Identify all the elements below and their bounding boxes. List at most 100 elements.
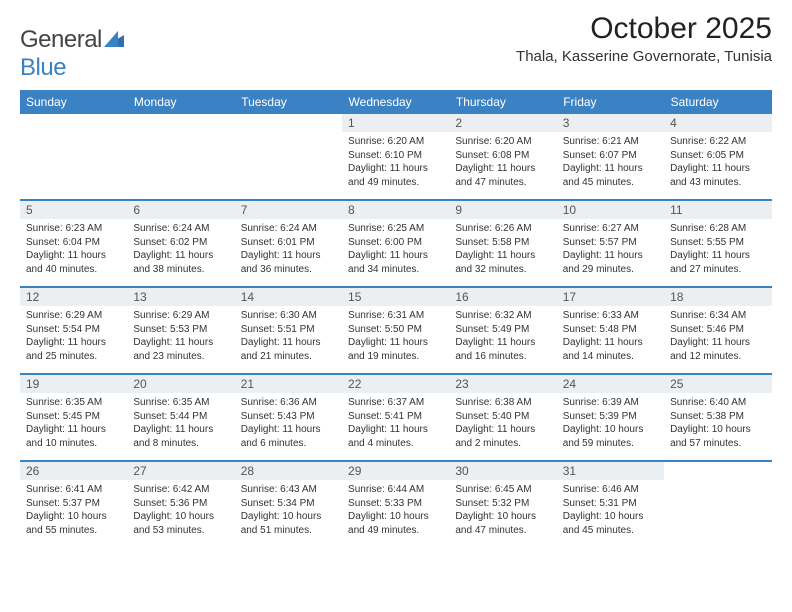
day-number: 4 (664, 114, 771, 132)
day-cell-13: 13Sunrise: 6:29 AMSunset: 5:53 PMDayligh… (127, 287, 234, 374)
daylight-line: Daylight: 10 hours and 51 minutes. (241, 510, 336, 537)
daylight-line: Daylight: 10 hours and 49 minutes. (348, 510, 443, 537)
day-data: Sunrise: 6:20 AMSunset: 6:08 PMDaylight:… (449, 132, 556, 199)
daylight-line: Daylight: 11 hours and 12 minutes. (670, 336, 765, 363)
day-cell-11: 11Sunrise: 6:28 AMSunset: 5:55 PMDayligh… (664, 200, 771, 287)
sunset-line: Sunset: 5:43 PM (241, 410, 336, 424)
day-cell-25: 25Sunrise: 6:40 AMSunset: 5:38 PMDayligh… (664, 374, 771, 461)
col-header-sunday: Sunday (20, 90, 127, 114)
day-data: Sunrise: 6:22 AMSunset: 6:05 PMDaylight:… (664, 132, 771, 199)
sunset-line: Sunset: 5:41 PM (348, 410, 443, 424)
day-number: 21 (235, 375, 342, 393)
day-cell-4: 4Sunrise: 6:22 AMSunset: 6:05 PMDaylight… (664, 114, 771, 200)
day-cell-10: 10Sunrise: 6:27 AMSunset: 5:57 PMDayligh… (557, 200, 664, 287)
day-cell-27: 27Sunrise: 6:42 AMSunset: 5:36 PMDayligh… (127, 461, 234, 547)
day-data: Sunrise: 6:21 AMSunset: 6:07 PMDaylight:… (557, 132, 664, 199)
day-number: 17 (557, 288, 664, 306)
sunrise-line: Sunrise: 6:23 AM (26, 222, 121, 236)
sunset-line: Sunset: 5:57 PM (563, 236, 658, 250)
sunrise-line: Sunrise: 6:24 AM (241, 222, 336, 236)
day-number: 5 (20, 201, 127, 219)
sunrise-line: Sunrise: 6:30 AM (241, 309, 336, 323)
day-cell-12: 12Sunrise: 6:29 AMSunset: 5:54 PMDayligh… (20, 287, 127, 374)
sunrise-line: Sunrise: 6:41 AM (26, 483, 121, 497)
logo-word1: General (20, 26, 102, 53)
sunrise-line: Sunrise: 6:31 AM (348, 309, 443, 323)
sunset-line: Sunset: 5:40 PM (455, 410, 550, 424)
day-number: 6 (127, 201, 234, 219)
day-number: 7 (235, 201, 342, 219)
day-data: Sunrise: 6:26 AMSunset: 5:58 PMDaylight:… (449, 219, 556, 286)
day-data: Sunrise: 6:41 AMSunset: 5:37 PMDaylight:… (20, 480, 127, 547)
col-header-tuesday: Tuesday (235, 90, 342, 114)
day-data: Sunrise: 6:44 AMSunset: 5:33 PMDaylight:… (342, 480, 449, 547)
daylight-line: Daylight: 11 hours and 21 minutes. (241, 336, 336, 363)
day-data: Sunrise: 6:46 AMSunset: 5:31 PMDaylight:… (557, 480, 664, 547)
day-cell-7: 7Sunrise: 6:24 AMSunset: 6:01 PMDaylight… (235, 200, 342, 287)
day-cell-8: 8Sunrise: 6:25 AMSunset: 6:00 PMDaylight… (342, 200, 449, 287)
day-number: 13 (127, 288, 234, 306)
day-data: Sunrise: 6:35 AMSunset: 5:45 PMDaylight:… (20, 393, 127, 460)
daylight-line: Daylight: 11 hours and 10 minutes. (26, 423, 121, 450)
day-data: Sunrise: 6:27 AMSunset: 5:57 PMDaylight:… (557, 219, 664, 286)
day-number: 26 (20, 462, 127, 480)
day-cell-16: 16Sunrise: 6:32 AMSunset: 5:49 PMDayligh… (449, 287, 556, 374)
day-cell-23: 23Sunrise: 6:38 AMSunset: 5:40 PMDayligh… (449, 374, 556, 461)
col-header-monday: Monday (127, 90, 234, 114)
day-data: Sunrise: 6:25 AMSunset: 6:00 PMDaylight:… (342, 219, 449, 286)
daylight-line: Daylight: 11 hours and 8 minutes. (133, 423, 228, 450)
daylight-line: Daylight: 11 hours and 32 minutes. (455, 249, 550, 276)
sunset-line: Sunset: 5:53 PM (133, 323, 228, 337)
day-data: Sunrise: 6:36 AMSunset: 5:43 PMDaylight:… (235, 393, 342, 460)
day-data: Sunrise: 6:24 AMSunset: 6:02 PMDaylight:… (127, 219, 234, 286)
sunset-line: Sunset: 5:38 PM (670, 410, 765, 424)
day-number: 8 (342, 201, 449, 219)
sunset-line: Sunset: 5:58 PM (455, 236, 550, 250)
sunrise-line: Sunrise: 6:26 AM (455, 222, 550, 236)
sunset-line: Sunset: 5:48 PM (563, 323, 658, 337)
daylight-line: Daylight: 11 hours and 36 minutes. (241, 249, 336, 276)
logo-word2: Blue (20, 54, 66, 81)
day-cell-21: 21Sunrise: 6:36 AMSunset: 5:43 PMDayligh… (235, 374, 342, 461)
calendar-table: SundayMondayTuesdayWednesdayThursdayFrid… (20, 90, 772, 547)
sunset-line: Sunset: 5:51 PM (241, 323, 336, 337)
sunrise-line: Sunrise: 6:42 AM (133, 483, 228, 497)
daylight-line: Daylight: 11 hours and 38 minutes. (133, 249, 228, 276)
sunset-line: Sunset: 5:49 PM (455, 323, 550, 337)
page-title: October 2025 (516, 12, 772, 46)
day-cell-1: 1Sunrise: 6:20 AMSunset: 6:10 PMDaylight… (342, 114, 449, 200)
empty-cell (20, 114, 127, 200)
day-data: Sunrise: 6:43 AMSunset: 5:34 PMDaylight:… (235, 480, 342, 547)
col-header-friday: Friday (557, 90, 664, 114)
sunset-line: Sunset: 6:10 PM (348, 149, 443, 163)
day-number: 2 (449, 114, 556, 132)
day-number: 24 (557, 375, 664, 393)
day-number: 3 (557, 114, 664, 132)
day-cell-30: 30Sunrise: 6:45 AMSunset: 5:32 PMDayligh… (449, 461, 556, 547)
sunset-line: Sunset: 5:31 PM (563, 497, 658, 511)
week-row: 12Sunrise: 6:29 AMSunset: 5:54 PMDayligh… (20, 287, 772, 374)
day-number: 31 (557, 462, 664, 480)
daylight-line: Daylight: 11 hours and 49 minutes. (348, 162, 443, 189)
daylight-line: Daylight: 11 hours and 14 minutes. (563, 336, 658, 363)
day-number: 20 (127, 375, 234, 393)
day-number: 29 (342, 462, 449, 480)
sunrise-line: Sunrise: 6:40 AM (670, 396, 765, 410)
sunrise-line: Sunrise: 6:22 AM (670, 135, 765, 149)
sunset-line: Sunset: 5:36 PM (133, 497, 228, 511)
logo-mark-icon (104, 26, 124, 54)
day-number: 16 (449, 288, 556, 306)
col-header-saturday: Saturday (664, 90, 771, 114)
day-cell-15: 15Sunrise: 6:31 AMSunset: 5:50 PMDayligh… (342, 287, 449, 374)
logo-text: GeneralBlue (20, 26, 124, 82)
sunset-line: Sunset: 5:34 PM (241, 497, 336, 511)
day-data: Sunrise: 6:40 AMSunset: 5:38 PMDaylight:… (664, 393, 771, 460)
daylight-line: Daylight: 11 hours and 40 minutes. (26, 249, 121, 276)
sunrise-line: Sunrise: 6:46 AM (563, 483, 658, 497)
day-cell-18: 18Sunrise: 6:34 AMSunset: 5:46 PMDayligh… (664, 287, 771, 374)
sunrise-line: Sunrise: 6:39 AM (563, 396, 658, 410)
day-cell-26: 26Sunrise: 6:41 AMSunset: 5:37 PMDayligh… (20, 461, 127, 547)
day-number: 14 (235, 288, 342, 306)
sunrise-line: Sunrise: 6:34 AM (670, 309, 765, 323)
day-cell-19: 19Sunrise: 6:35 AMSunset: 5:45 PMDayligh… (20, 374, 127, 461)
